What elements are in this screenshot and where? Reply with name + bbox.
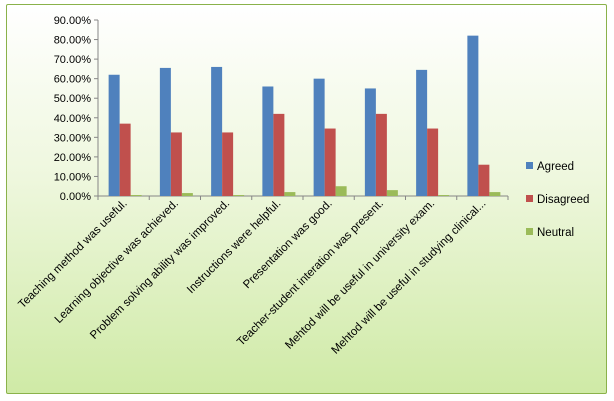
y-tick-label: 50.00% — [54, 93, 92, 105]
bar-agreed — [108, 74, 120, 196]
bar-neutral — [335, 186, 347, 196]
bar-neutral — [130, 195, 142, 196]
chart-area — [6, 4, 607, 394]
y-tick-label: 70.00% — [54, 54, 92, 66]
y-tick-label: 0.00% — [60, 191, 91, 203]
category-label: Presentation was good. — [241, 198, 334, 291]
bar-disagreed — [170, 132, 182, 196]
bar-neutral — [386, 190, 398, 196]
bar-disagreed — [273, 113, 285, 196]
y-tick-label: 90.00% — [54, 15, 92, 27]
bar-disagreed — [324, 128, 336, 196]
bar-neutral — [438, 195, 450, 196]
legend-label-agreed: Agreed — [537, 161, 574, 173]
y-tick-label: 40.00% — [54, 113, 92, 125]
legend-swatch-neutral — [526, 228, 533, 235]
bar-agreed — [262, 86, 274, 196]
legend-label-disagreed: Disagreed — [537, 194, 589, 206]
category-label: Instructions were helpful. — [185, 198, 283, 296]
y-tick-label: 20.00% — [54, 152, 92, 164]
bar-agreed — [211, 66, 223, 196]
bar-disagreed — [119, 123, 131, 196]
bar-agreed — [364, 88, 376, 196]
category-label: Teaching method was useful. — [16, 198, 129, 311]
y-tick-label: 30.00% — [54, 132, 92, 144]
bar-agreed — [467, 35, 479, 197]
bar-agreed — [416, 69, 428, 196]
bar-disagreed — [222, 132, 234, 196]
bar-agreed — [159, 67, 171, 197]
bar-disagreed — [427, 128, 439, 196]
bar-disagreed — [375, 113, 387, 196]
y-tick-label: 10.00% — [54, 171, 92, 183]
y-tick-label: 60.00% — [54, 74, 92, 86]
y-tick-label: 80.00% — [54, 35, 92, 47]
legend-label-neutral: Neutral — [537, 227, 574, 239]
bar-disagreed — [478, 164, 490, 196]
bar-agreed — [313, 78, 325, 196]
bar-neutral — [233, 195, 245, 196]
legend-swatch-agreed — [526, 162, 533, 169]
bar-neutral — [181, 193, 193, 196]
bar-neutral — [489, 192, 501, 196]
legend-swatch-disagreed — [526, 195, 533, 202]
bar-neutral — [284, 192, 296, 196]
